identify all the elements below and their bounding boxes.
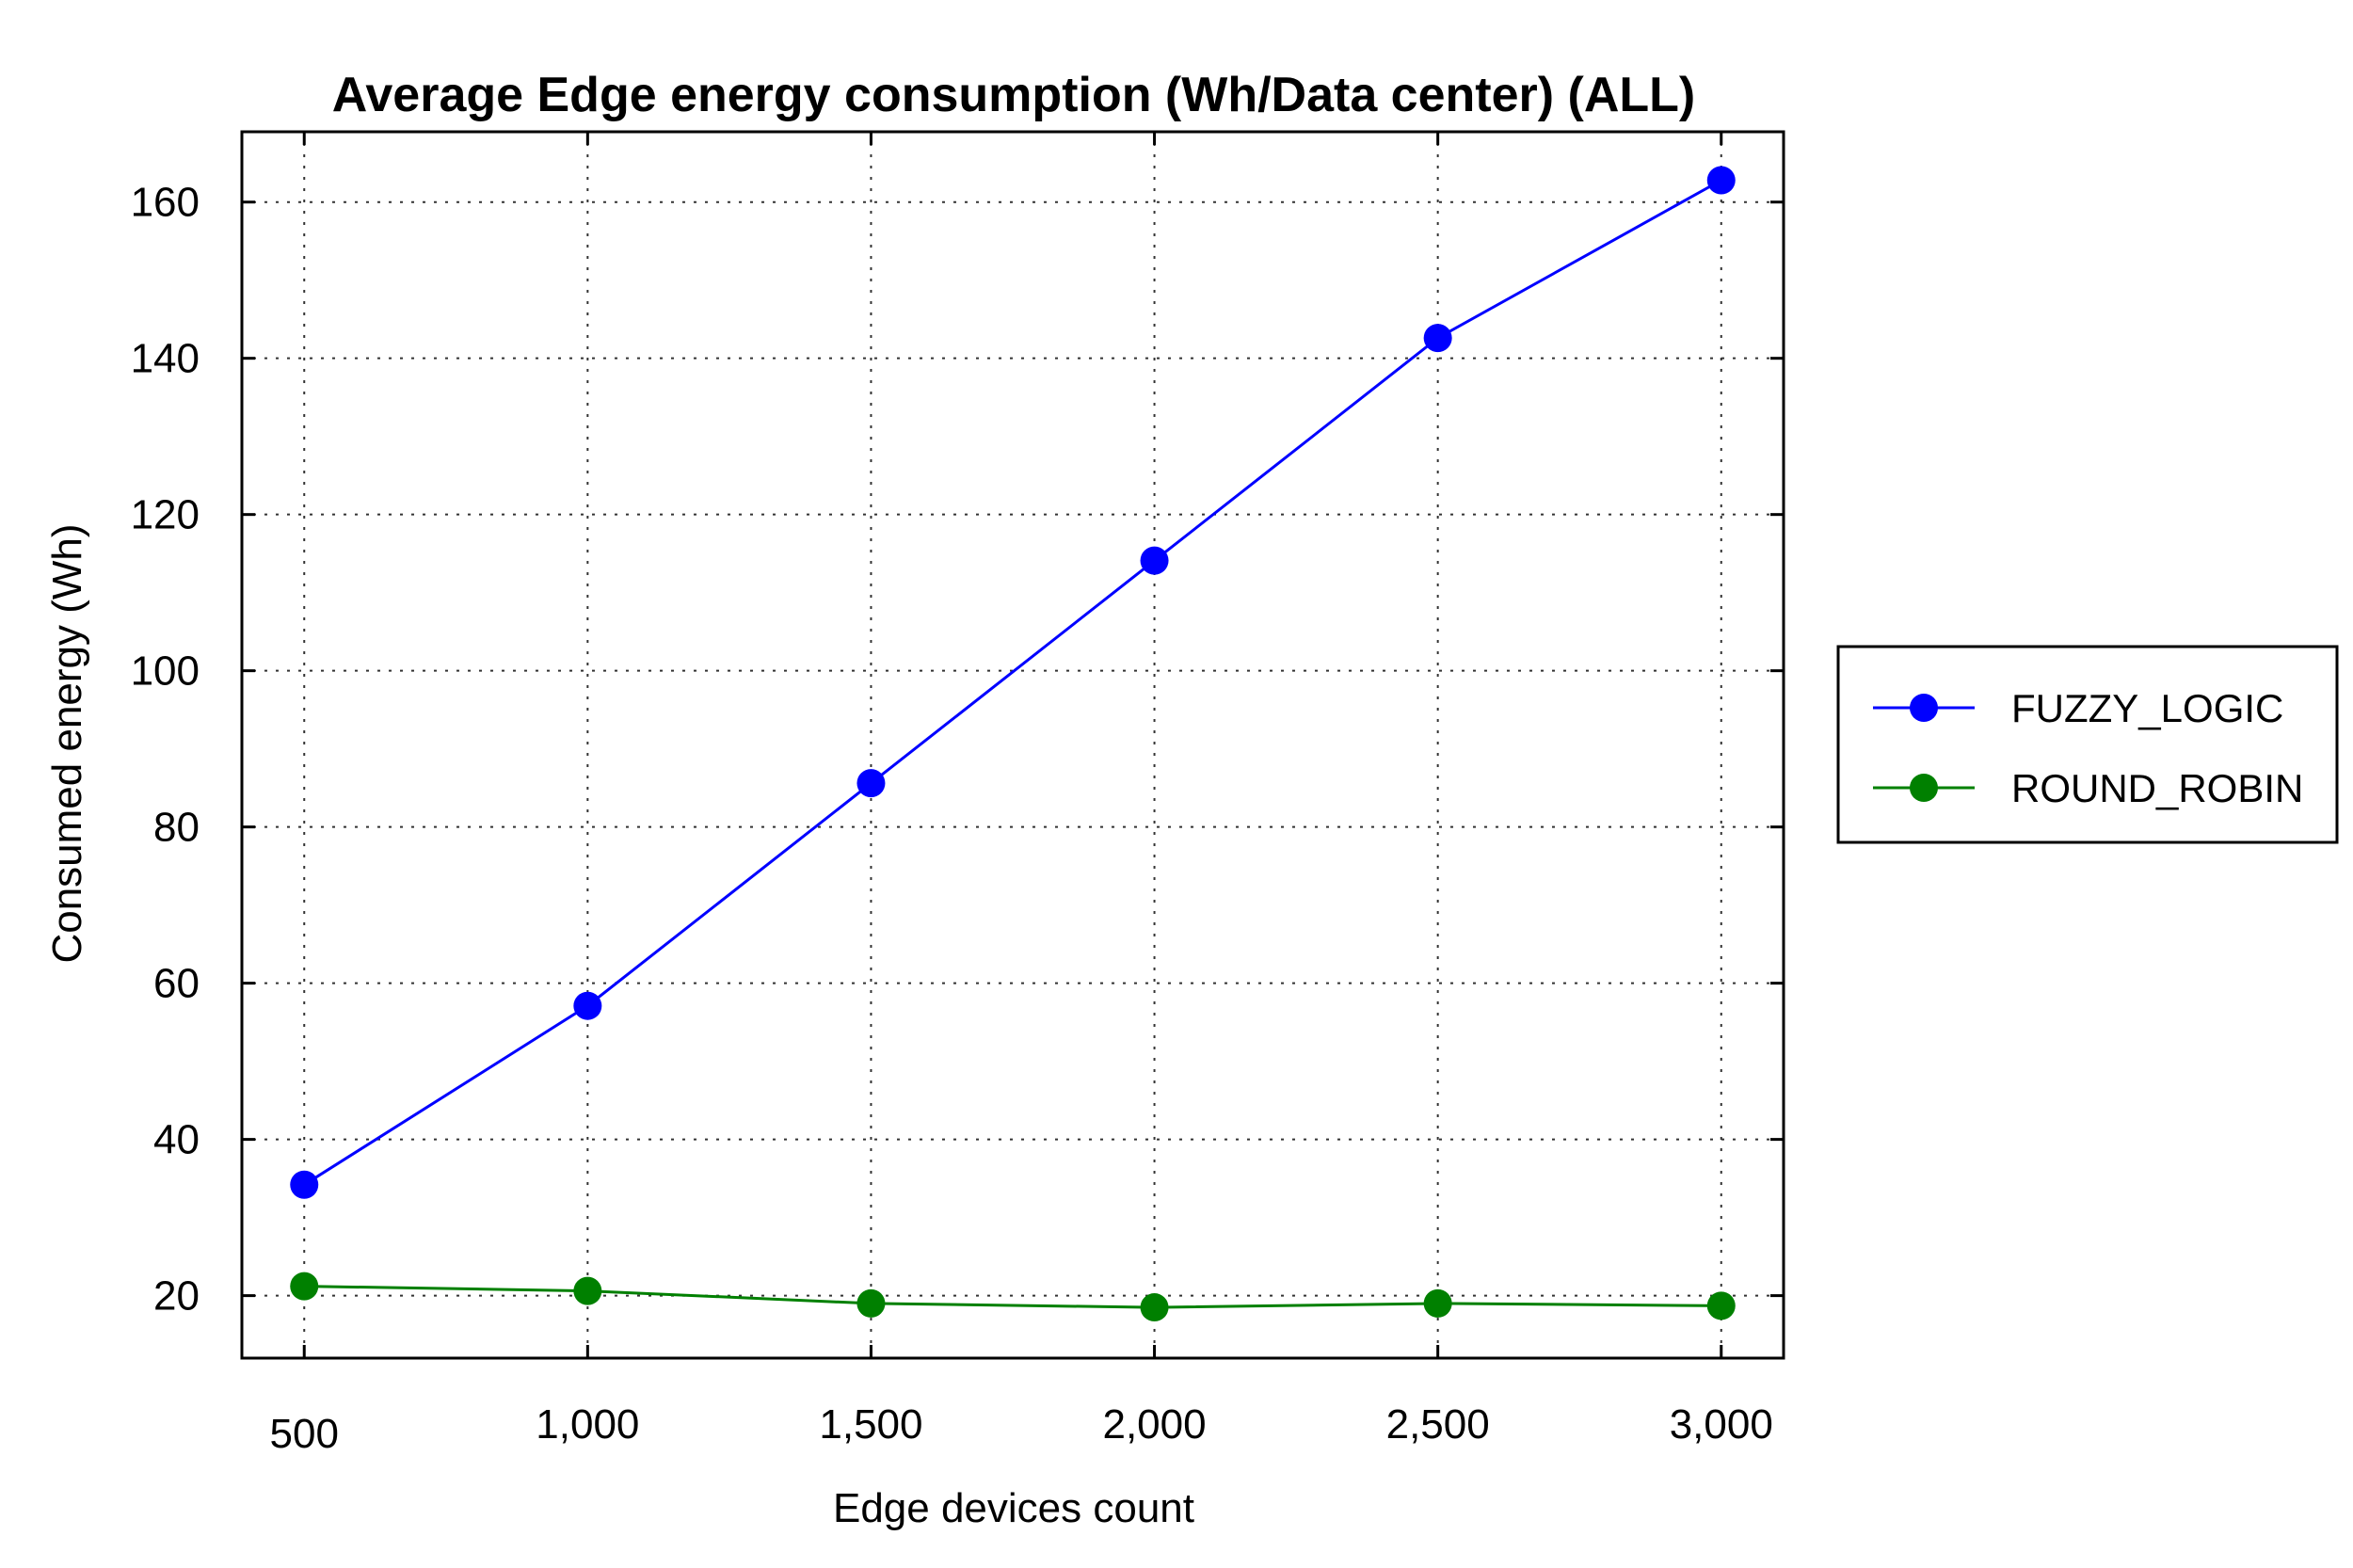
axis-ticks: 500 1,000 1,500 2,000 2,500 3,000 20 40 60 80 100 1… (131, 132, 1784, 1457)
y-tick-label: 140 (131, 336, 200, 382)
data-point (290, 1170, 319, 1199)
grid (242, 132, 1784, 1358)
plot-area (240, 130, 1785, 1360)
data-point (573, 991, 602, 1020)
x-tick-label: 500 (270, 1411, 339, 1457)
data-point (1423, 324, 1452, 353)
data-point (1140, 546, 1169, 575)
legend-label: ROUND_ROBIN (2011, 766, 2303, 810)
x-tick-label: 1,000 (536, 1401, 639, 1448)
chart-title: Average Edge energy consumption (Wh/Data… (332, 68, 1695, 122)
legend: FUZZY_LOGIC ROUND_ROBIN (1836, 645, 2339, 844)
series-layer (290, 166, 1736, 1322)
legend-label: FUZZY_LOGIC (2011, 686, 2283, 730)
y-tick-label: 100 (131, 648, 200, 695)
legend-box (1836, 645, 2339, 844)
data-point (1140, 1293, 1169, 1322)
x-tick-label: 1,500 (819, 1401, 922, 1448)
data-point (856, 769, 886, 798)
data-point (1706, 1291, 1736, 1320)
x-tick-label: 2,500 (1386, 1401, 1490, 1448)
data-point (290, 1272, 319, 1301)
data-point (573, 1276, 602, 1305)
y-tick-label: 80 (153, 805, 200, 851)
x-tick-label: 3,000 (1670, 1401, 1773, 1448)
series-line (303, 179, 1722, 1187)
series-line (304, 1285, 1721, 1309)
series-round-robin (290, 1272, 1736, 1322)
legend-swatch-marker (1910, 774, 1938, 802)
x-tick-label: 2,000 (1102, 1401, 1206, 1448)
legend-swatch-marker (1910, 694, 1938, 722)
y-tick-label: 20 (153, 1273, 200, 1320)
y-tick-label: 60 (153, 961, 200, 1007)
y-tick-label: 160 (131, 180, 200, 226)
data-point (1423, 1288, 1452, 1318)
y-axis-label: Consumed energy (Wh) (44, 523, 90, 963)
data-point (856, 1288, 886, 1318)
y-tick-label: 120 (131, 492, 200, 538)
series-fuzzy-logic (290, 166, 1736, 1199)
y-tick-label: 40 (153, 1117, 200, 1163)
data-point (1706, 166, 1736, 195)
x-axis-label: Edge devices count (833, 1485, 1194, 1531)
